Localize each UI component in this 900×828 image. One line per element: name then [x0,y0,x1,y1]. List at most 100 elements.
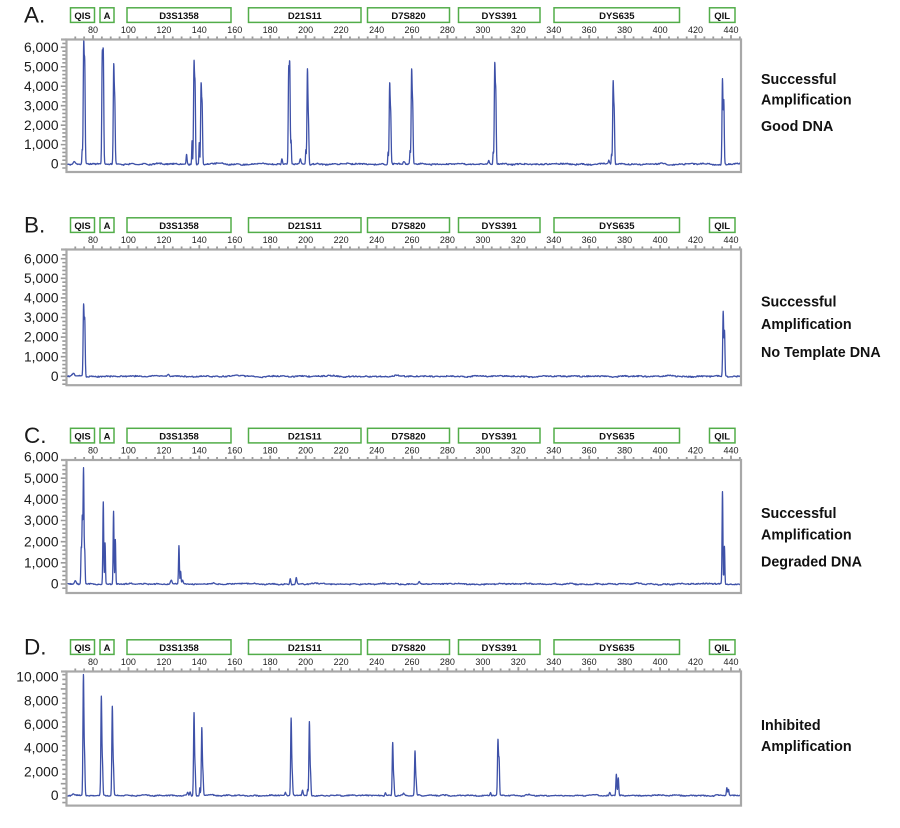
svg-text:3,000: 3,000 [24,310,59,325]
svg-text:440: 440 [723,446,738,456]
svg-text:80: 80 [88,446,98,456]
svg-text:120: 120 [156,235,171,245]
svg-text:QIL: QIL [714,431,730,442]
svg-text:100: 100 [121,235,136,245]
svg-text:240: 240 [369,657,384,667]
svg-text:3,000: 3,000 [24,513,59,528]
svg-text:4,000: 4,000 [24,741,59,756]
svg-text:D7S820: D7S820 [391,221,425,232]
svg-text:D21S11: D21S11 [288,431,323,442]
svg-text:360: 360 [582,657,597,667]
svg-text:0: 0 [51,577,59,592]
svg-text:240: 240 [369,235,384,245]
svg-text:280: 280 [440,25,455,35]
svg-text:6,000: 6,000 [24,717,59,732]
svg-text:DYS391: DYS391 [482,431,518,442]
svg-text:220: 220 [334,446,349,456]
svg-text:2,000: 2,000 [24,330,59,345]
svg-text:160: 160 [227,235,242,245]
svg-text:160: 160 [227,657,242,667]
svg-text:420: 420 [688,25,703,35]
svg-text:D3S1358: D3S1358 [159,221,199,232]
svg-text:300: 300 [475,657,490,667]
svg-text:400: 400 [653,657,668,667]
svg-text:160: 160 [227,446,242,456]
svg-text:300: 300 [475,235,490,245]
svg-text:340: 340 [546,657,561,667]
svg-text:A.: A. [24,3,45,28]
svg-text:140: 140 [192,235,207,245]
svg-text:260: 260 [404,657,419,667]
svg-text:140: 140 [192,25,207,35]
svg-text:380: 380 [617,25,632,35]
svg-text:360: 360 [582,25,597,35]
svg-text:D7S820: D7S820 [391,11,425,22]
svg-text:100: 100 [121,25,136,35]
svg-text:5,000: 5,000 [24,271,59,286]
svg-text:D.: D. [24,635,47,660]
svg-text:Successful: Successful [761,295,837,311]
svg-text:100: 100 [121,446,136,456]
svg-text:Inhibited: Inhibited [761,718,821,734]
svg-text:200: 200 [298,25,313,35]
svg-text:Amplification: Amplification [761,528,852,544]
svg-text:100: 100 [121,657,136,667]
svg-text:280: 280 [440,446,455,456]
svg-text:A: A [104,221,111,232]
svg-text:200: 200 [298,657,313,667]
svg-text:5,000: 5,000 [24,59,59,74]
svg-text:280: 280 [440,657,455,667]
svg-text:DYS391: DYS391 [482,11,518,22]
svg-text:QIS: QIS [74,221,90,232]
svg-text:320: 320 [511,25,526,35]
svg-text:120: 120 [156,25,171,35]
svg-text:6,000: 6,000 [24,450,59,465]
svg-text:0: 0 [51,369,59,384]
svg-text:280: 280 [440,235,455,245]
svg-text:80: 80 [88,25,98,35]
svg-text:220: 220 [334,25,349,35]
svg-text:360: 360 [582,235,597,245]
svg-text:A: A [104,431,111,442]
svg-text:240: 240 [369,446,384,456]
svg-text:DYS635: DYS635 [599,643,635,654]
svg-text:420: 420 [688,235,703,245]
svg-text:320: 320 [511,235,526,245]
svg-text:160: 160 [227,25,242,35]
svg-text:320: 320 [511,657,526,667]
svg-text:1,000: 1,000 [24,555,59,570]
svg-text:420: 420 [688,446,703,456]
svg-text:DYS635: DYS635 [599,221,635,232]
svg-text:6,000: 6,000 [24,40,59,55]
svg-text:Amplification: Amplification [761,93,852,109]
svg-text:Degraded DNA: Degraded DNA [761,554,862,570]
svg-text:440: 440 [723,657,738,667]
svg-text:120: 120 [156,657,171,667]
svg-text:D21S11: D21S11 [288,643,323,654]
svg-text:240: 240 [369,25,384,35]
svg-text:440: 440 [723,25,738,35]
svg-text:180: 180 [263,235,278,245]
svg-text:2,000: 2,000 [24,534,59,549]
svg-text:Successful: Successful [761,506,837,522]
svg-text:8,000: 8,000 [24,693,59,708]
svg-text:360: 360 [582,446,597,456]
svg-text:400: 400 [653,235,668,245]
svg-text:200: 200 [298,235,313,245]
svg-text:QIS: QIS [74,431,90,442]
svg-text:DYS391: DYS391 [482,221,518,232]
svg-text:D3S1358: D3S1358 [159,431,199,442]
svg-text:2,000: 2,000 [24,764,59,779]
svg-text:DYS635: DYS635 [599,11,635,22]
svg-text:300: 300 [475,446,490,456]
svg-text:QIL: QIL [714,643,730,654]
svg-text:Amplification: Amplification [761,739,852,755]
svg-text:B.: B. [24,213,45,238]
svg-text:0: 0 [51,788,59,803]
svg-text:D3S1358: D3S1358 [159,643,199,654]
svg-text:1,000: 1,000 [24,349,59,364]
svg-text:QIS: QIS [74,11,90,22]
svg-text:Good DNA: Good DNA [761,119,833,135]
svg-text:1,000: 1,000 [24,137,59,152]
svg-text:180: 180 [263,657,278,667]
